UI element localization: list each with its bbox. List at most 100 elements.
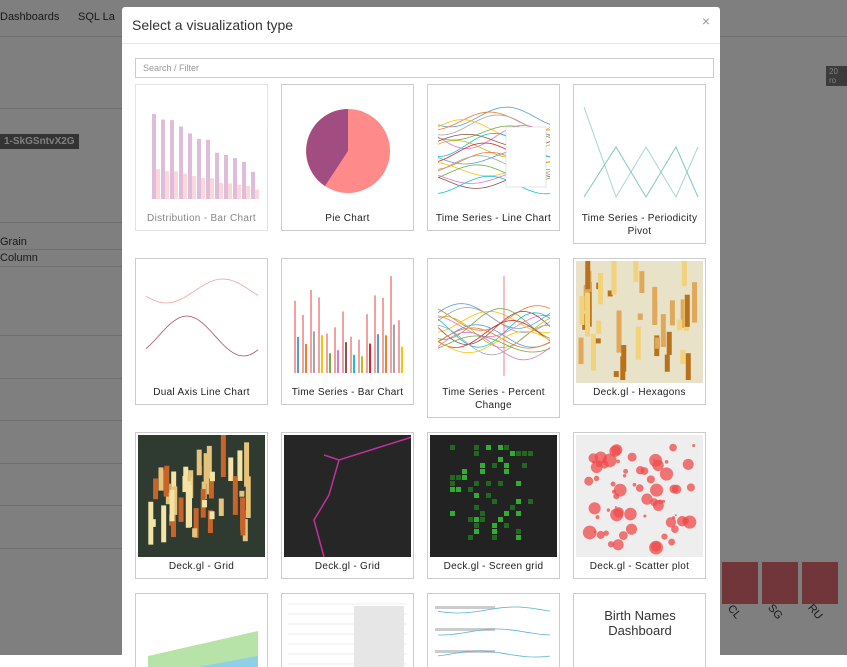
thumb-shape [498, 481, 503, 486]
thumb-shape [297, 336, 299, 373]
thumb-shape [302, 314, 304, 373]
thumb-shape [206, 445, 212, 495]
thumb-shape [203, 453, 209, 484]
viz-thumbnail [284, 435, 411, 557]
viz-card[interactable]: Deck.gl - Grid [281, 432, 414, 579]
viz-card[interactable]: Deck.gl - Scatter plot [573, 432, 706, 579]
thumb-shape [684, 294, 690, 327]
thumb-shape [616, 310, 622, 353]
thumb-shape [462, 475, 467, 480]
thumb-shape [437, 606, 551, 614]
viz-card[interactable]: Deck.gl - Grid [135, 432, 268, 579]
viz-thumbnail [576, 435, 703, 557]
thumb-shape [596, 320, 602, 334]
thumb-shape [486, 445, 491, 450]
viz-card[interactable]: Time Series - Periodicity Pivot [573, 84, 706, 244]
thumb-shape [611, 444, 623, 456]
thumb-shape [474, 529, 479, 534]
thumb-shape [437, 314, 551, 338]
thumb-shape [635, 484, 644, 492]
thumb-shape [641, 493, 653, 505]
viz-label: Time Series - Periodicity Pivot [581, 213, 698, 237]
close-button[interactable]: × [701, 13, 710, 29]
thumb-shape [650, 498, 659, 507]
thumb-shape [192, 528, 198, 538]
thumb-shape [224, 154, 228, 199]
thumb-shape [593, 475, 600, 482]
thumb-shape [450, 445, 455, 450]
thumb-shape [178, 497, 184, 522]
viz-card[interactable]: Distribution - Bar Chart [135, 84, 268, 231]
thumb-shape [237, 184, 241, 199]
thumb-shape [318, 297, 320, 373]
thumb-shape [584, 476, 594, 486]
thumb-shape [145, 315, 259, 357]
thumb-shape [390, 276, 392, 373]
thumb-shape [661, 533, 668, 540]
thumb-shape [369, 343, 371, 373]
thumb-shape [456, 487, 461, 492]
thumb-shape [528, 451, 533, 456]
viz-label: Dual Axis Line Chart [153, 387, 250, 398]
thumb-shape [165, 171, 169, 199]
viz-label: Deck.gl - Grid [314, 561, 381, 572]
viz-card[interactable] [135, 593, 268, 667]
thumb-shape [674, 514, 677, 517]
thumb-shape [462, 469, 467, 474]
thumb-shape [401, 346, 403, 373]
thumb-shape [611, 261, 617, 295]
thumb-shape [610, 481, 616, 487]
thumb-shape [582, 313, 588, 330]
thumb-shape [437, 124, 551, 150]
thumb-shape [334, 327, 336, 373]
thumb-shape [345, 342, 347, 373]
thumb-shape [607, 541, 615, 548]
thumb-shape [516, 451, 521, 456]
thumb-shape [686, 483, 695, 492]
thumb-shape [244, 442, 250, 487]
thumb-shape [516, 529, 521, 534]
viz-card[interactable] [281, 593, 414, 667]
thumb-shape [528, 499, 533, 504]
thumb-shape [659, 467, 674, 481]
thumb-shape [522, 463, 527, 468]
thumb-shape [664, 460, 669, 464]
thumb-shape [218, 498, 224, 516]
thumb-shape [232, 476, 238, 515]
viz-label: Distribution - Bar Chart [147, 213, 256, 224]
thumb-shape [437, 312, 551, 348]
thumb-shape [650, 483, 664, 497]
thumb-shape [603, 530, 609, 536]
viz-card[interactable]: Time Series - Percent Change [427, 258, 560, 418]
thumb-shape [197, 139, 201, 199]
thumb-shape [240, 510, 246, 536]
thumb-shape [578, 337, 584, 365]
thumb-shape [474, 481, 479, 486]
viz-card[interactable]: Deck.gl - Hexagons [573, 258, 706, 405]
thumb-shape [210, 178, 214, 199]
thumb-shape [680, 299, 686, 328]
viz-card[interactable]: Time Series - Line Chart [427, 84, 560, 231]
thumb-shape [161, 119, 165, 199]
viz-card[interactable]: Time Series - Bar Chart [281, 258, 414, 405]
viz-thumbnail [284, 596, 411, 667]
search-input[interactable]: Search / Filter [135, 58, 714, 78]
thumb-shape [284, 435, 411, 557]
thumb-shape [358, 339, 360, 373]
thumb-shape [606, 508, 611, 512]
thumb-shape [255, 189, 259, 199]
thumb-shape [585, 261, 591, 290]
viz-card[interactable]: Deck.gl - Screen grid [427, 432, 560, 579]
thumb-shape [623, 468, 629, 474]
thumb-shape [665, 517, 677, 528]
thumb-shape [611, 489, 617, 494]
viz-card[interactable] [427, 593, 560, 667]
viz-card[interactable]: Birth Names Dashboard [573, 593, 706, 667]
viz-thumbnail [138, 596, 265, 667]
thumb-shape [398, 320, 400, 373]
thumb-shape [474, 523, 479, 528]
thumb-shape [657, 499, 663, 505]
viz-card[interactable]: Dual Axis Line Chart [135, 258, 268, 405]
viz-card[interactable]: Pie Chart [281, 84, 414, 231]
thumb-shape [492, 463, 497, 468]
